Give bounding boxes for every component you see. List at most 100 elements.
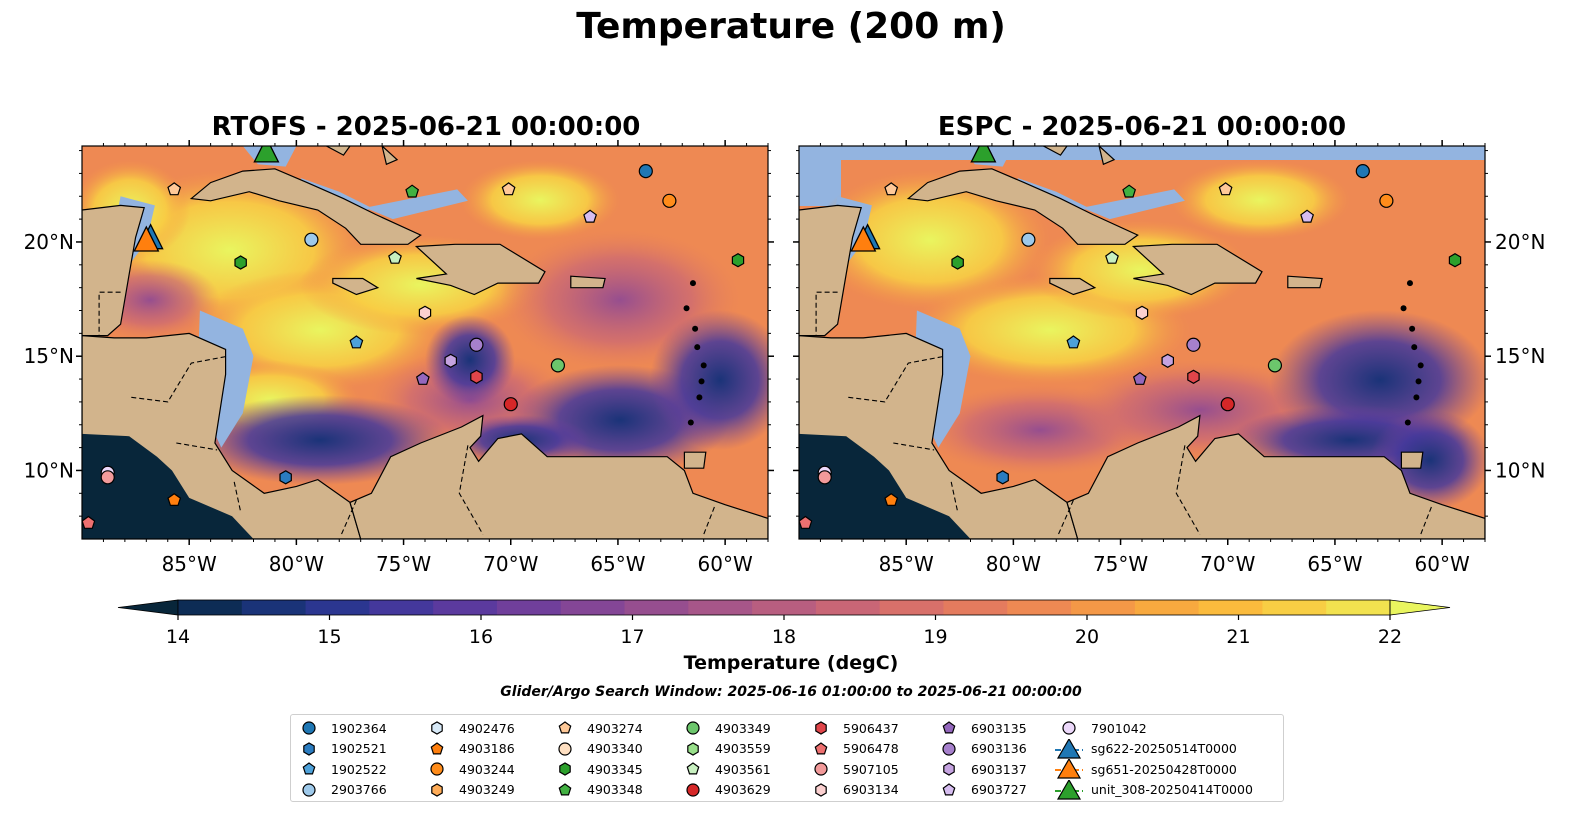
legend-label: 7901042 bbox=[1091, 720, 1147, 736]
legend-item: 6903727 bbox=[935, 780, 1027, 801]
hexagon-marker-icon bbox=[815, 783, 827, 797]
legend-label: 4903561 bbox=[715, 761, 771, 777]
glider-sg651-20250428T0000 bbox=[850, 225, 877, 252]
argo-float-6903727 bbox=[1300, 209, 1315, 223]
colorbar-label: Temperature (degC) bbox=[683, 652, 899, 674]
pentagon-marker-icon bbox=[686, 762, 700, 775]
colorbar-segment bbox=[178, 600, 243, 615]
island bbox=[692, 325, 699, 332]
circle-marker-icon bbox=[686, 783, 700, 797]
legend-label: unit_308-20250414T0000 bbox=[1091, 782, 1253, 798]
island bbox=[694, 344, 701, 351]
legend-label: 6903136 bbox=[971, 741, 1027, 757]
triangle-marker-icon bbox=[1055, 759, 1083, 779]
island bbox=[683, 305, 690, 312]
pentagon-marker-icon bbox=[558, 783, 572, 796]
colorbar-extend-low bbox=[117, 599, 179, 616]
circle-marker-icon bbox=[558, 742, 572, 756]
legend-label: 4903559 bbox=[715, 741, 771, 757]
colorbar-segment bbox=[1007, 600, 1072, 615]
pentagon-marker-icon bbox=[302, 762, 316, 775]
colorbar-extend-high bbox=[1389, 599, 1451, 616]
argo-float-4903244 bbox=[1379, 193, 1394, 208]
colorbar-segment bbox=[433, 600, 498, 615]
legend-label: sg622-20250514T0000 bbox=[1091, 741, 1237, 757]
legend-label: 6903134 bbox=[843, 782, 899, 798]
figure-title: Temperature (200 m) bbox=[576, 6, 1006, 47]
argo-float-4903561 bbox=[388, 250, 402, 264]
island bbox=[696, 394, 703, 401]
pentagon-marker-icon bbox=[942, 721, 956, 734]
legend-item: 1902364 bbox=[295, 718, 387, 739]
country-border bbox=[1420, 506, 1432, 535]
legend-label: 6903727 bbox=[971, 782, 1027, 798]
circle-marker-icon bbox=[558, 742, 572, 756]
argo-float-6903135 bbox=[1132, 371, 1147, 385]
legend-item: 4903244 bbox=[423, 759, 515, 780]
hexagon-marker-icon bbox=[431, 721, 443, 735]
legend-item: unit_308-20250414T0000 bbox=[1055, 779, 1253, 801]
legend-label: 2903766 bbox=[331, 782, 387, 798]
legend-label: 1902521 bbox=[331, 741, 387, 757]
circle-marker-icon bbox=[942, 742, 956, 756]
argo-float-4903186 bbox=[167, 492, 182, 506]
argo-float-1902521 bbox=[996, 470, 1009, 485]
colorbar-segment bbox=[1326, 600, 1391, 615]
glider-sg651-20250428T0000 bbox=[133, 225, 160, 252]
legend-label: 4903244 bbox=[459, 761, 515, 777]
island bbox=[1406, 280, 1413, 287]
country-border bbox=[1282, 538, 1284, 539]
hexagon-marker-icon bbox=[943, 762, 955, 776]
hexagon-marker-icon bbox=[943, 762, 955, 776]
lat-tick-label: 10°N bbox=[1495, 458, 1545, 482]
colorbar-segment bbox=[752, 600, 817, 615]
island bbox=[689, 280, 696, 287]
legend-item: 4902476 bbox=[423, 718, 515, 739]
argo-float-4903244 bbox=[662, 193, 677, 208]
lat-tick-label: 15°N bbox=[1495, 344, 1545, 368]
argo-float-5906478 bbox=[82, 515, 96, 529]
land-bahamas2 bbox=[381, 146, 399, 166]
argo-float-4903629 bbox=[1220, 397, 1235, 412]
colorbar: 14 15 16 17 18 19 20 21 22 bbox=[117, 599, 1451, 648]
land-cuba bbox=[906, 168, 1139, 245]
argo-float-4903186 bbox=[884, 492, 899, 506]
colorbar-tick-label: 15 bbox=[317, 626, 341, 648]
legend-item: 4903274 bbox=[551, 718, 643, 739]
land-jamaica bbox=[1049, 277, 1097, 296]
argo-float-4903274 bbox=[501, 182, 516, 196]
country-border bbox=[703, 506, 715, 535]
hexagon-marker-icon bbox=[431, 783, 443, 797]
argo-float-1902522 bbox=[349, 335, 364, 349]
pacific-ocean bbox=[799, 433, 971, 539]
country-border bbox=[565, 538, 567, 539]
circle-marker-icon bbox=[1062, 721, 1076, 735]
country-border bbox=[340, 499, 357, 535]
legend-label: 4902476 bbox=[459, 720, 515, 736]
lat-tick-label: 15°N bbox=[24, 344, 74, 368]
island bbox=[1413, 394, 1420, 401]
pentagon-marker-icon bbox=[558, 783, 572, 796]
colorbar-tick-label: 20 bbox=[1075, 626, 1099, 648]
legend-column: 6903135 6903136 6903137 6903727 bbox=[935, 718, 1027, 800]
lon-tick-label: 60°W bbox=[1415, 552, 1470, 576]
circle-marker-icon bbox=[942, 742, 956, 756]
country-border bbox=[950, 481, 959, 512]
legend-item: 4903345 bbox=[551, 759, 643, 780]
legend-item: 4903348 bbox=[551, 780, 643, 801]
country-border bbox=[848, 355, 945, 403]
circle-marker-icon bbox=[686, 721, 700, 735]
glider-unit_308-20250414T0000 bbox=[970, 146, 997, 163]
legend-column: 4902476 4903186 4903244 4903249 bbox=[423, 718, 515, 800]
pentagon-marker-icon bbox=[430, 742, 444, 755]
land-yucatan bbox=[82, 204, 145, 337]
pentagon-marker-icon bbox=[814, 742, 828, 755]
legend-label: 1902364 bbox=[331, 720, 387, 736]
hexagon-marker-icon bbox=[303, 742, 315, 756]
circle-marker-icon bbox=[1062, 721, 1076, 735]
argo-float-4903348 bbox=[1122, 184, 1137, 198]
colorbar-tick-label: 22 bbox=[1378, 626, 1402, 648]
pentagon-marker-icon bbox=[814, 742, 828, 755]
colorbar-segment bbox=[1198, 600, 1263, 615]
